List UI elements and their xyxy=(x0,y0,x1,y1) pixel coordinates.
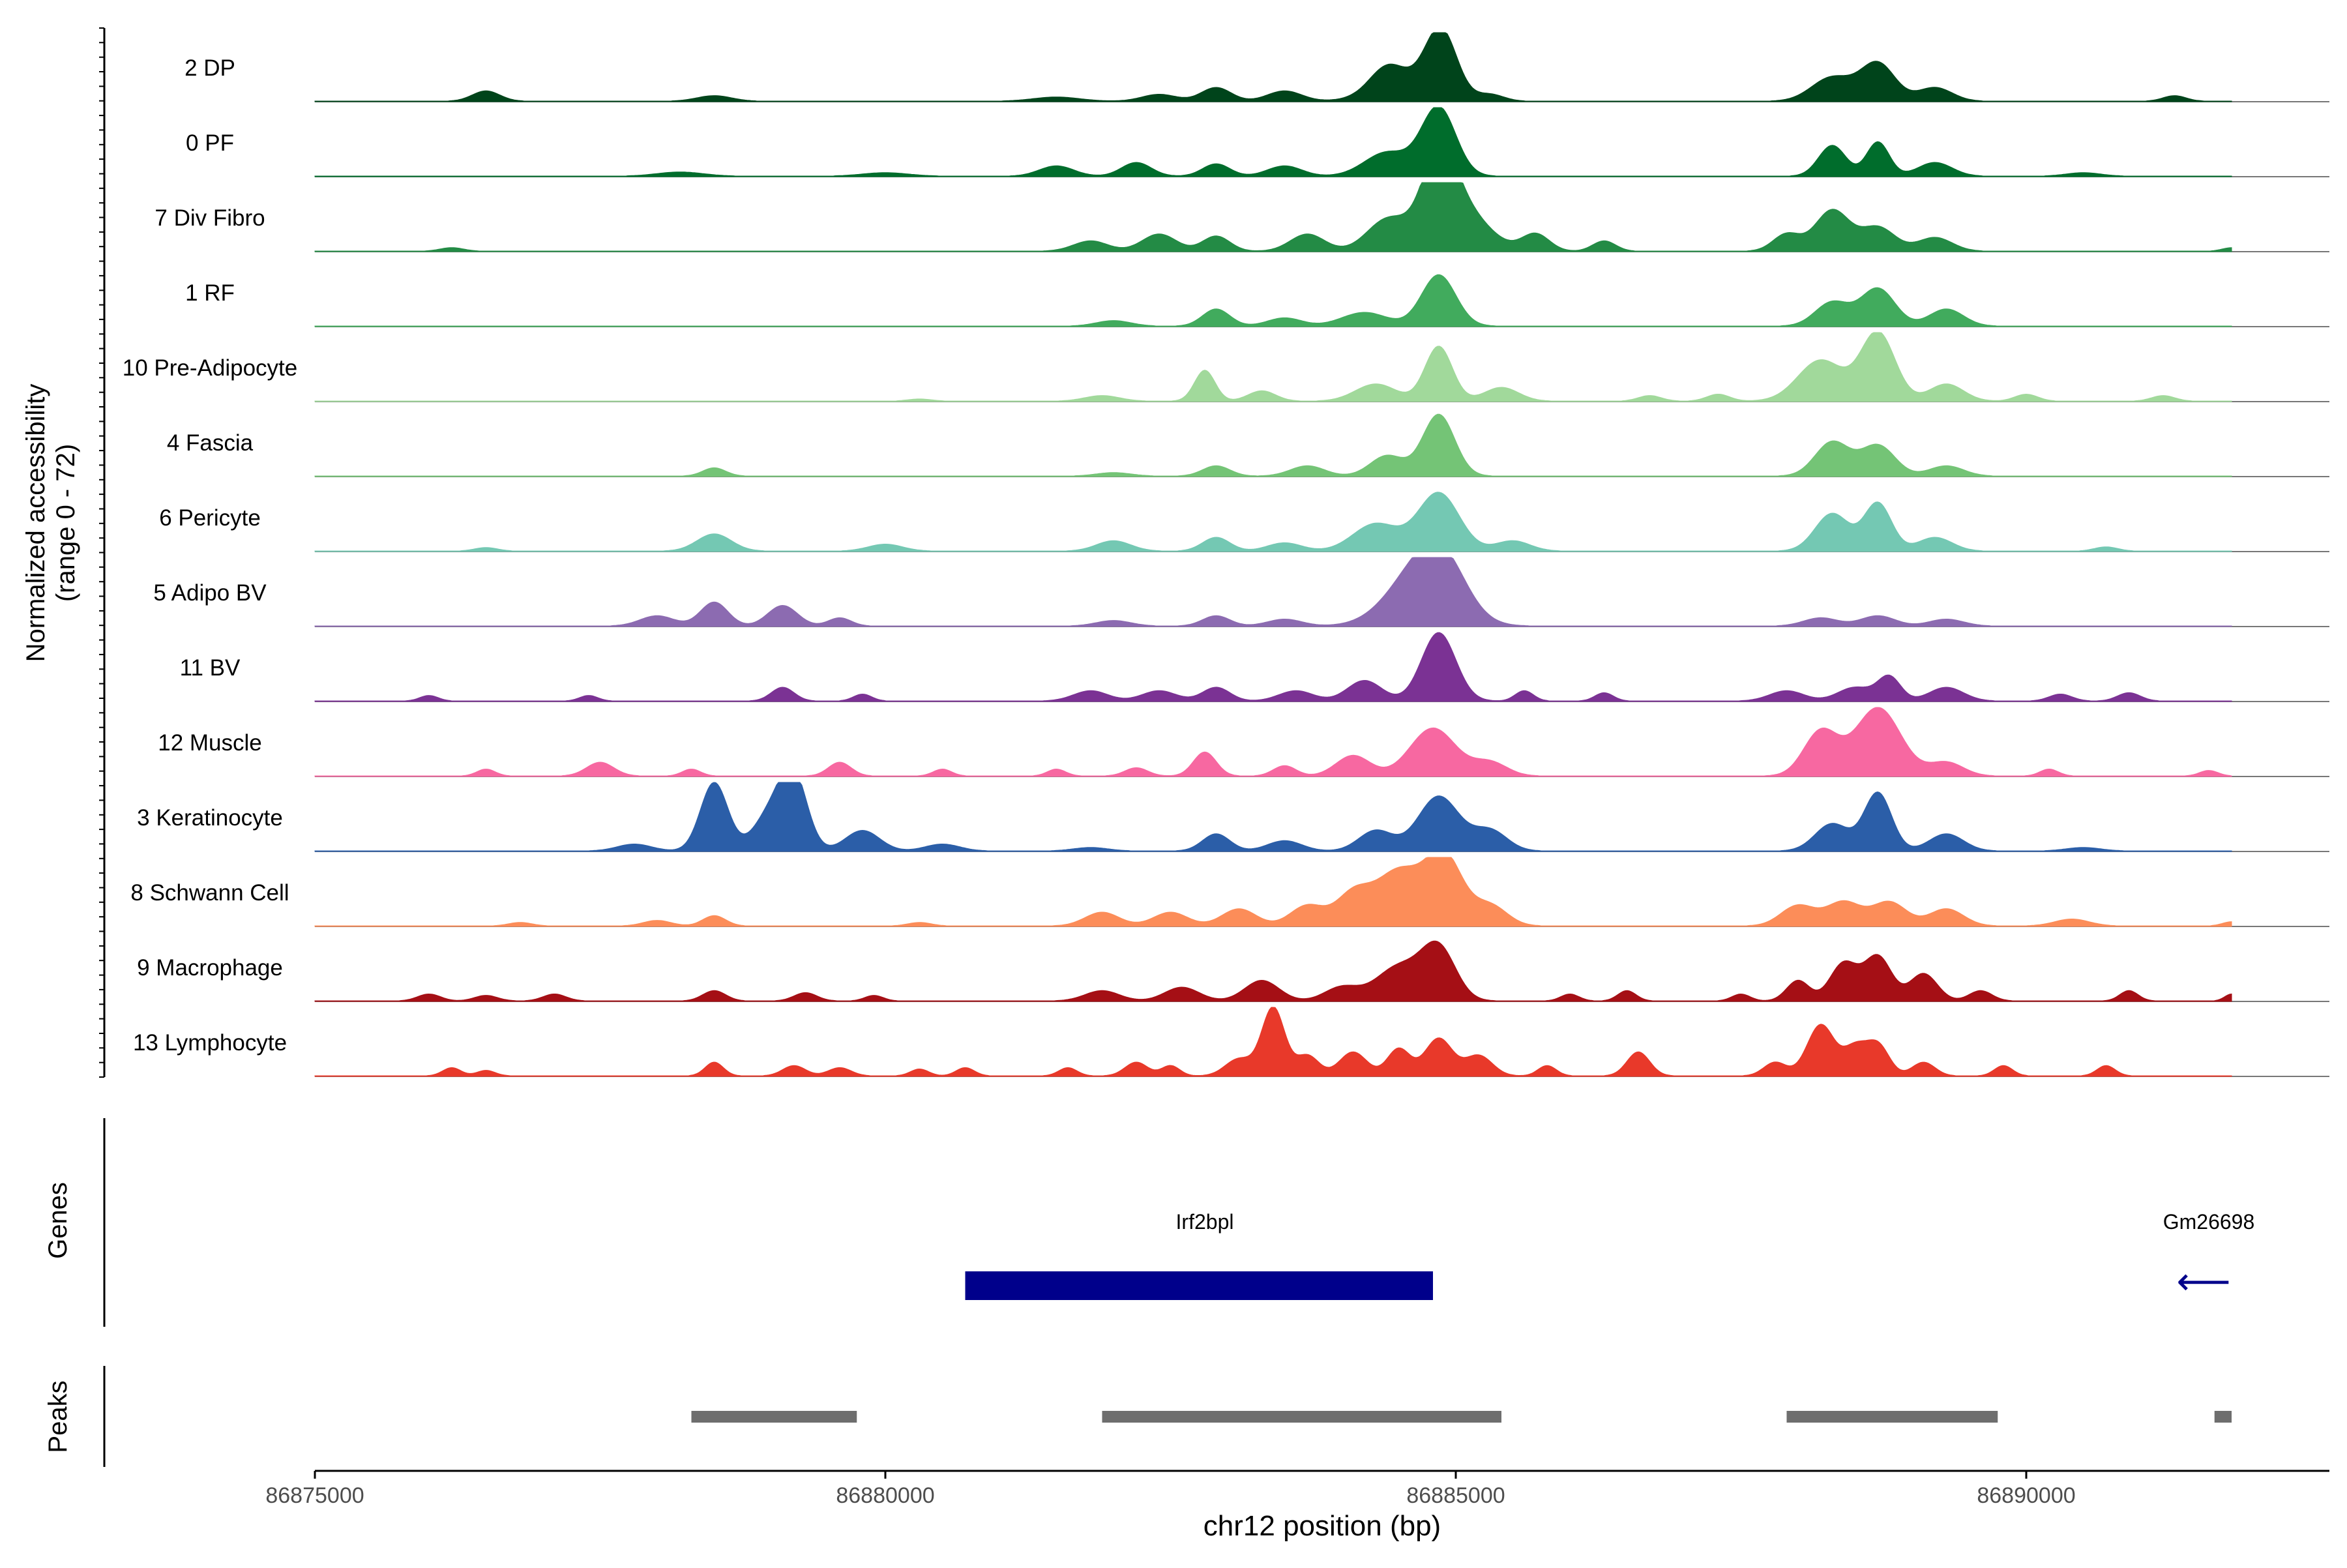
track-label: 12 Muscle xyxy=(158,730,262,756)
track-coverage-area xyxy=(314,182,2232,252)
gene-annotations: Irf2bpl Gm26698 ⟵ xyxy=(965,1210,2255,1303)
x-tick-label: 86880000 xyxy=(836,1483,934,1508)
y-axis-label-line2: (range 0 - 72) xyxy=(52,444,80,602)
track-label: 0 PF xyxy=(186,130,234,156)
track-label: 3 Keratinocyte xyxy=(137,805,283,831)
peak-region xyxy=(1786,1411,1998,1423)
track-label: 5 Adipo BV xyxy=(153,580,267,606)
track-coverage-area xyxy=(314,940,2232,1002)
gene-gm26698: Gm26698 ⟵ xyxy=(2163,1210,2255,1303)
track-coverage-area xyxy=(314,557,2232,627)
track-label: 1 RF xyxy=(185,280,235,306)
track-label: 13 Lymphocyte xyxy=(133,1030,287,1056)
coverage-y-ticks xyxy=(99,27,104,1078)
track-2-dp: 2 DP xyxy=(185,32,2329,102)
peak-regions xyxy=(691,1411,2232,1423)
track-coverage-area xyxy=(314,332,2232,402)
track-4-fascia: 4 Fascia xyxy=(167,413,2329,477)
peak-region xyxy=(691,1411,857,1423)
track-label: 2 DP xyxy=(185,55,235,81)
track-coverage-area xyxy=(314,274,2232,327)
track-coverage-area xyxy=(314,492,2232,552)
gene-irf2bpl: Irf2bpl xyxy=(965,1210,1433,1300)
track-coverage-area xyxy=(314,1007,2232,1077)
x-tick-label: 86875000 xyxy=(265,1483,364,1508)
peaks-track-label: Peaks xyxy=(44,1380,72,1453)
track-0-pf: 0 PF xyxy=(186,107,2329,177)
track-label: 9 Macrophage xyxy=(137,955,283,981)
track-3-keratinocyte: 3 Keratinocyte xyxy=(137,782,2329,852)
coverage-tracks: 2 DP 0 PF 7 Div Fibro 1 RF 10 Pre-Adipocyte 4… xyxy=(123,32,2329,1077)
track-label: 4 Fascia xyxy=(167,430,254,456)
x-axis-ticks: 86875000 86880000 86885000 86890000 xyxy=(265,1471,2076,1508)
peak-region xyxy=(1102,1411,1501,1423)
track-7-div-fibro: 7 Div Fibro xyxy=(155,182,2329,252)
track-1-rf: 1 RF xyxy=(185,274,2329,327)
track-9-macrophage: 9 Macrophage xyxy=(137,940,2329,1002)
peak-region xyxy=(2214,1411,2232,1423)
track-12-muscle: 12 Muscle xyxy=(158,707,2329,777)
y-axis-label: Normalized accessibility (range 0 - 72) xyxy=(22,384,80,662)
track-coverage-area xyxy=(314,107,2232,177)
gene-label: Irf2bpl xyxy=(1176,1210,1234,1234)
track-coverage-area xyxy=(314,632,2232,702)
track-10-pre-adipocyte: 10 Pre-Adipocyte xyxy=(123,332,2329,402)
track-13-lymphocyte: 13 Lymphocyte xyxy=(133,1007,2329,1077)
gene-body xyxy=(965,1271,1433,1300)
track-6-pericyte: 6 Pericyte xyxy=(159,492,2329,552)
track-coverage-area xyxy=(314,32,2232,102)
track-label: 7 Div Fibro xyxy=(155,205,265,231)
track-label: 11 BV xyxy=(180,655,241,681)
track-coverage-area xyxy=(314,413,2232,477)
track-label: 10 Pre-Adipocyte xyxy=(123,355,297,381)
track-coverage-area xyxy=(314,707,2232,777)
track-5-adipo-bv: 5 Adipo BV xyxy=(153,557,2329,627)
track-coverage-area xyxy=(314,857,2232,927)
x-axis-label: chr12 position (bp) xyxy=(1203,1510,1441,1542)
x-tick-label: 86890000 xyxy=(1977,1483,2075,1508)
x-tick-label: 86885000 xyxy=(1406,1483,1505,1508)
gene-label: Gm26698 xyxy=(2163,1210,2255,1234)
track-label: 6 Pericyte xyxy=(159,505,261,531)
gene-strand-arrow: ⟵ xyxy=(2176,1260,2230,1303)
track-8-schwann-cell: 8 Schwann Cell xyxy=(130,857,2329,927)
track-label: 8 Schwann Cell xyxy=(130,880,289,906)
y-axis-label-line1: Normalized accessibility xyxy=(22,384,50,662)
genes-track-label: Genes xyxy=(44,1182,72,1259)
track-11-bv: 11 BV xyxy=(180,632,2329,702)
track-coverage-area xyxy=(314,782,2232,852)
